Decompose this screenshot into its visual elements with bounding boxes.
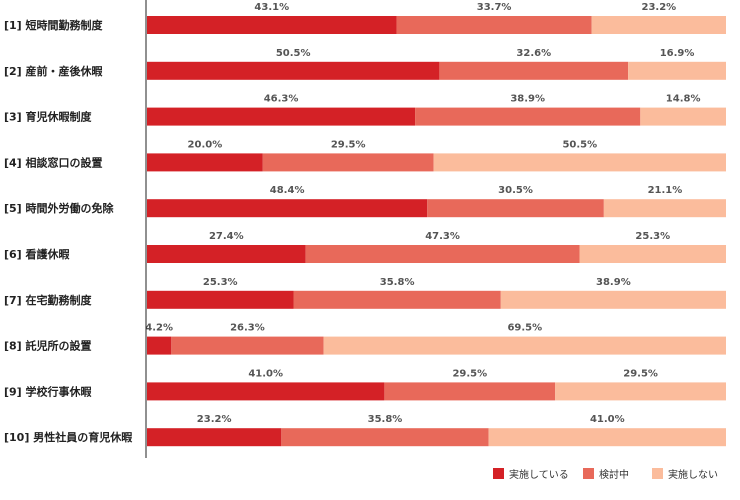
bar-segment [147, 107, 416, 126]
data-label: 47.3% [425, 231, 460, 242]
bar-segment [640, 107, 726, 126]
data-label: 23.2% [197, 414, 232, 425]
bar-segment [147, 382, 385, 401]
data-label: 43.1% [254, 2, 289, 13]
bar-segment [147, 428, 282, 447]
legend-swatch [652, 468, 663, 479]
data-label: 35.8% [368, 414, 403, 425]
bar-segment [147, 336, 172, 355]
data-label: 48.4% [270, 185, 305, 196]
data-label: 20.0% [188, 139, 223, 150]
data-label: 35.8% [380, 277, 415, 288]
bar-segment [171, 336, 324, 355]
legend-swatch [493, 468, 504, 479]
bar-segment [628, 61, 726, 80]
bar-segment [603, 199, 726, 218]
data-label: 41.0% [248, 368, 283, 379]
bar-segment [384, 382, 556, 401]
data-label: 30.5% [498, 185, 533, 196]
bars-layer [147, 16, 726, 447]
data-label: 69.5% [507, 323, 542, 334]
bar-segment [147, 290, 294, 309]
data-label: 46.3% [264, 94, 299, 105]
bar-segment [262, 153, 434, 172]
bar-segment [281, 428, 489, 447]
bar-segment [439, 61, 629, 80]
bar-segment [415, 107, 641, 126]
bar-segment [293, 290, 501, 309]
category-labels-layer: [1] 短時間勤務制度 [2] 産前・産後休暇 [3] 育児休暇制度 [4] 相談窓口… [4, 18, 132, 444]
data-label: 38.9% [510, 94, 545, 105]
category-label: [4] 相談窓口の設置 [4, 155, 103, 169]
data-label: 25.3% [203, 277, 238, 288]
category-label: [7] 在宅勤務制度 [4, 293, 93, 307]
bar-segment [147, 199, 428, 218]
category-label: [5] 時間外労働の免除 [4, 201, 115, 215]
data-label: 29.5% [331, 139, 366, 150]
bar-segment [500, 290, 726, 309]
data-label: 14.8% [666, 94, 701, 105]
data-label: 38.9% [596, 277, 631, 288]
data-label: 50.5% [562, 139, 597, 150]
bar-segment [147, 61, 440, 80]
category-label: [2] 産前・産後休暇 [4, 64, 103, 78]
bar-segment [433, 153, 726, 172]
category-label: [1] 短時間勤務制度 [4, 18, 104, 32]
data-label: 26.3% [230, 323, 265, 334]
bar-segment [147, 245, 306, 263]
data-label: 29.5% [623, 368, 658, 379]
category-label: [6] 看護休暇 [4, 247, 70, 261]
value-labels-layer: 43.1% 33.7% 23.2% 50.5% 32.6% 16.9% 46.3% 38.9%… [145, 2, 700, 425]
bar-segment [323, 336, 726, 355]
data-label: 4.2% [145, 323, 173, 334]
legend-label: 実施しない [668, 468, 718, 481]
data-label: 50.5% [276, 48, 311, 59]
data-label: 32.6% [516, 48, 551, 59]
legend-swatch [583, 468, 594, 479]
bar-segment [488, 428, 726, 447]
data-label: 16.9% [660, 48, 695, 59]
bar-segment [591, 16, 726, 34]
data-label: 33.7% [477, 2, 512, 13]
bar-segment [147, 16, 397, 34]
legend-label: 検討中 [599, 468, 629, 481]
category-label: [3] 育児休暇制度 [4, 110, 93, 124]
bar-segment [147, 153, 263, 172]
bar-segment [579, 245, 726, 263]
legend: 実施している 検討中 実施しない [493, 468, 718, 481]
data-label: 41.0% [590, 414, 625, 425]
data-label: 27.4% [209, 231, 244, 242]
legend-label: 実施している [509, 468, 569, 481]
data-label: 25.3% [635, 231, 670, 242]
bar-segment [555, 382, 726, 401]
bar-segment [427, 199, 604, 218]
data-label: 29.5% [452, 368, 487, 379]
category-label: [10] 男性社員の育児休暇 [4, 430, 132, 444]
category-label: [9] 学校行事休暇 [4, 384, 92, 398]
category-label: [8] 託児所の設置 [4, 339, 92, 353]
data-label: 23.2% [641, 2, 676, 13]
data-label: 21.1% [648, 185, 683, 196]
bar-segment [396, 16, 592, 34]
bar-segment [305, 245, 580, 263]
